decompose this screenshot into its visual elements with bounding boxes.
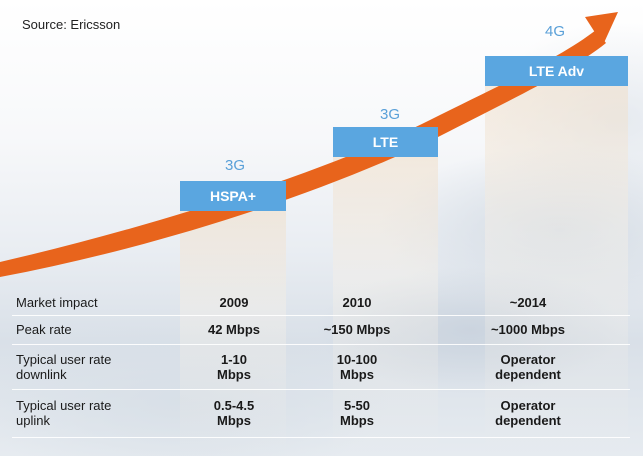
table-row-downlink: Typical user rate downlink 1-10 Mbps 10-… <box>12 344 630 389</box>
stage-column-lte-adv <box>485 85 628 456</box>
generation-label-lte-adv: 4G <box>544 23 565 40</box>
table-row-uplink: Typical user rate uplink 0.5-4.5 Mbps 5-… <box>12 389 630 437</box>
row-label: Typical user rate downlink <box>12 344 180 389</box>
cell-text: Operator dependent <box>495 351 561 382</box>
cell-text: Operator dependent <box>495 398 561 428</box>
tech-box-hspa: HSPA+ <box>180 181 286 211</box>
row-label-text: Typical user rate downlink <box>16 351 112 382</box>
cell-lte-adv: Operator dependent <box>426 389 630 437</box>
cell-lte: 10-100 Mbps <box>288 344 426 389</box>
row-label-text: Typical user rate uplink <box>16 398 112 428</box>
cell-text: 0.5-4.5 Mbps <box>213 398 255 428</box>
cell-lte-adv: Operator dependent <box>426 344 630 389</box>
table-row-peak-rate: Peak rate 42 Mbps ~150 Mbps ~1000 Mbps <box>12 315 630 344</box>
cell-text: 1-10 Mbps <box>217 351 251 382</box>
cell-lte-adv: ~1000 Mbps <box>490 322 566 337</box>
stage-column-lte <box>333 156 438 456</box>
generation-label-hspa: 3G <box>224 157 245 174</box>
table-row-market-impact: Market impact 2009 2010 ~2014 <box>12 290 630 315</box>
row-label: Market impact <box>16 294 98 310</box>
tech-box-lte: LTE <box>333 127 438 157</box>
tech-box-lte-adv: LTE Adv <box>485 56 628 86</box>
stage-column-hspa <box>180 210 286 456</box>
cell-hspa: 1-10 Mbps <box>180 344 288 389</box>
cell-text: 10-100 Mbps <box>336 351 378 382</box>
source-caption: Source: Ericsson <box>22 17 121 32</box>
cell-hspa: 0.5-4.5 Mbps <box>180 389 288 437</box>
generation-label-lte: 3G <box>379 106 400 123</box>
cell-lte: 5-50 Mbps <box>288 389 426 437</box>
row-label: Typical user rate uplink <box>12 389 180 437</box>
cell-lte: ~150 Mbps <box>323 322 391 337</box>
cell-lte-adv: ~2014 <box>509 294 547 310</box>
row-label: Peak rate <box>16 322 72 337</box>
cell-hspa: 2009 <box>219 294 249 310</box>
cell-hspa: 42 Mbps <box>207 322 260 337</box>
cell-text: 5-50 Mbps <box>340 398 374 428</box>
cell-lte: 2010 <box>342 294 372 310</box>
comparison-table: Market impact 2009 2010 ~2014 Peak rate … <box>12 290 630 438</box>
